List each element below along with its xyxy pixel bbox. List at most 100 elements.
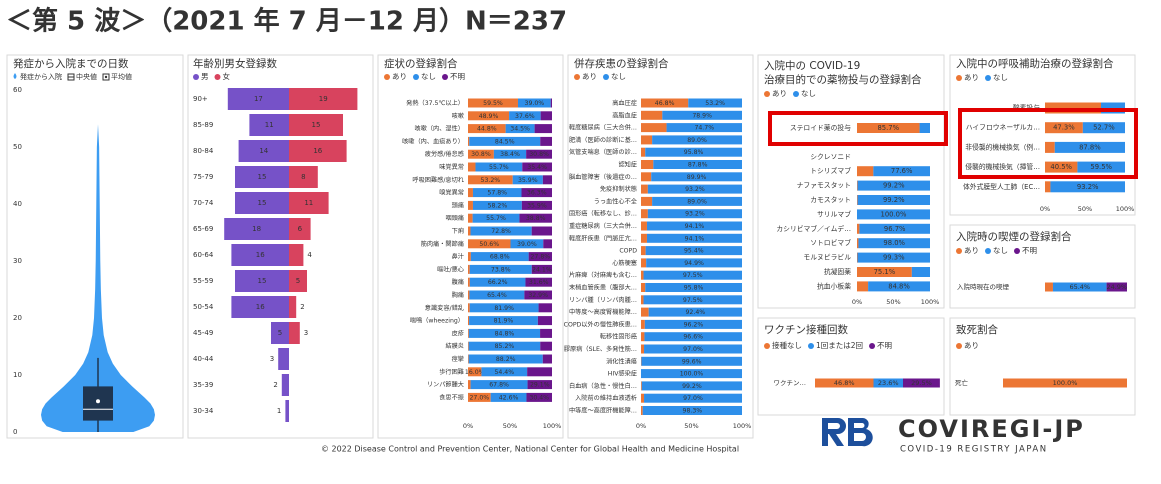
data-label: 16.0%	[465, 369, 485, 376]
data-label: 59.5%	[1090, 163, 1112, 171]
category-label: 咳嗽（内、湿性）	[415, 125, 465, 133]
bar-segment	[468, 188, 473, 198]
bar-segment	[469, 277, 526, 287]
bar-segment	[468, 341, 469, 351]
data-label: 97.0%	[683, 346, 703, 353]
legend-label: あり	[582, 72, 597, 81]
data-label: 81.9%	[494, 318, 514, 325]
bar-segment	[1045, 181, 1051, 193]
bar-segment	[517, 98, 551, 108]
logo-name: COVIREGI-JP	[898, 415, 1085, 443]
category-label: 65-69	[193, 225, 213, 233]
bar-segment	[468, 367, 482, 377]
bar-segment	[468, 200, 473, 210]
data-label: 11	[265, 121, 274, 129]
category-label: 90+	[193, 95, 208, 103]
category-label: 肥満（医師の診断に基…	[569, 136, 637, 144]
x-tick-label: 50%	[684, 422, 698, 430]
bar-segment	[647, 184, 742, 194]
data-label: 84.8%	[495, 330, 515, 337]
legend-swatch	[764, 91, 770, 97]
bar-segment	[644, 332, 742, 342]
bar-segment	[509, 111, 541, 121]
data-label: 38.4%	[500, 151, 520, 158]
x-tick-label: 0%	[852, 298, 862, 306]
data-label: 52.7%	[1093, 124, 1115, 132]
category-label: カシリビマブ／イムデ…	[776, 224, 851, 233]
category-label: モルヌピラビル	[803, 253, 851, 262]
bar-segment	[470, 380, 528, 390]
data-label: 42.6%	[499, 394, 519, 401]
bar-segment	[643, 270, 742, 280]
bar-segment	[526, 392, 552, 402]
panel-title: 症状の登録割合	[384, 57, 458, 70]
bar-segment	[857, 180, 858, 191]
data-label: 72.8%	[491, 228, 511, 235]
bar-segment	[468, 328, 469, 338]
category-label: 75-79	[193, 173, 213, 181]
category-label: 頭痛	[452, 201, 464, 209]
category-label: 歩行困難	[439, 368, 464, 376]
category-label: 60-64	[193, 251, 214, 259]
category-label: シクレソニド	[810, 153, 851, 161]
category-label: 嗅覚異常	[439, 189, 464, 197]
category-label: 高脂血症	[612, 111, 637, 119]
legend-label: 不明	[450, 72, 465, 81]
category-label: 35-39	[193, 381, 213, 389]
bar-segment	[641, 147, 646, 157]
data-label: 5	[278, 329, 282, 337]
bar-segment	[531, 264, 552, 274]
category-label: 意識変容/錯乱	[425, 304, 464, 312]
bar-segment	[521, 188, 552, 198]
data-label: 57.8%	[487, 190, 507, 197]
data-label: 50.6%	[479, 241, 499, 248]
legend-label: なし	[421, 72, 436, 81]
data-label: 38.8%	[526, 215, 546, 222]
data-label: 89.0%	[687, 198, 707, 205]
bar-segment	[468, 264, 470, 274]
category-label: 片麻痺（対麻痺も含む…	[569, 271, 637, 279]
bar-segment	[469, 316, 538, 326]
category-label: 白血病（急性・慢性白…	[569, 382, 637, 390]
bar-segment	[873, 166, 930, 177]
bar	[289, 244, 304, 266]
bar-segment	[525, 277, 552, 287]
data-label: 99.2%	[883, 182, 905, 190]
category-label: ワクチン…	[774, 379, 807, 387]
data-label: 95.4%	[684, 248, 704, 255]
panel	[757, 317, 945, 416]
legend-label: 接種なし	[772, 340, 802, 350]
legend-label: あり	[392, 72, 407, 81]
bar-segment	[468, 341, 541, 351]
bar-segment	[493, 149, 527, 159]
bar-segment	[653, 160, 742, 169]
bar-segment	[644, 344, 742, 354]
y-tick-label: 40	[13, 200, 22, 208]
y-tick-label: 10	[13, 371, 22, 379]
rb-logo	[822, 418, 873, 447]
data-label: 89.0%	[687, 137, 707, 144]
bar-segment	[540, 328, 552, 338]
bar-segment	[645, 246, 742, 256]
legend-swatch	[13, 73, 17, 79]
y-tick-label: 60	[13, 86, 22, 94]
bar-segment	[468, 111, 510, 121]
bar-segment	[468, 124, 506, 134]
bar-segment	[688, 98, 742, 108]
bar-segment	[1045, 161, 1078, 173]
bar-segment	[538, 303, 552, 313]
data-label: 65.4%	[1069, 283, 1090, 291]
bar-segment	[543, 239, 552, 249]
bar-segment	[550, 98, 552, 108]
legend-label: 不明	[1022, 246, 1037, 255]
bar-segment	[540, 111, 552, 121]
bar-segment	[857, 209, 930, 220]
legend-swatch	[793, 91, 799, 97]
bar-segment	[641, 196, 653, 206]
legend-label: 不明	[877, 341, 892, 350]
category-label: 心筋梗塞	[612, 259, 637, 267]
data-label: 93.2%	[1077, 183, 1099, 191]
bar-segment	[472, 188, 522, 198]
data-label: 93.2%	[685, 211, 705, 218]
